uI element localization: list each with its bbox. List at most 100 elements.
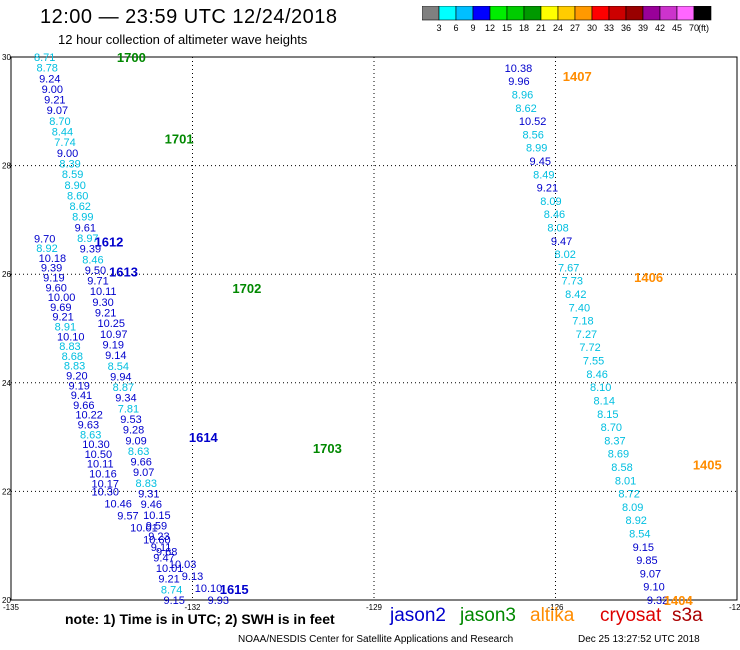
wave-height-value: 8.70 <box>49 116 70 128</box>
wave-height-value: 9.47 <box>551 236 572 248</box>
wave-height-value: 10.15 <box>143 510 171 522</box>
wave-height-value: 9.13 <box>182 571 203 583</box>
wave-height-value: 8.37 <box>604 435 625 447</box>
wave-height-value: 9.15 <box>633 542 654 554</box>
color-scale-label: 12 <box>485 23 495 33</box>
wave-height-value: 8.42 <box>565 289 586 301</box>
wave-height-value: 10.30 <box>91 486 119 498</box>
wave-height-value: 9.07 <box>47 105 68 117</box>
y-tick-label: 30 <box>2 53 11 62</box>
wave-height-value: 8.71 <box>34 52 55 64</box>
wave-height-value: 10.00 <box>48 292 76 304</box>
wave-height-value: 8.97 <box>77 233 98 245</box>
x-tick-label: -123 <box>729 603 740 612</box>
wave-height-value: 10.11 <box>87 459 114 471</box>
wave-height-value: 8.69 <box>608 449 629 461</box>
pass-time-label: 1703 <box>313 441 342 456</box>
wave-height-value: 9.00 <box>57 148 78 160</box>
wave-height-value: 8.56 <box>522 129 543 141</box>
wave-height-value: 8.63 <box>80 429 101 441</box>
wave-height-value: 8.46 <box>586 369 607 381</box>
wave-height-value: 7.67 <box>558 262 579 274</box>
wave-height-value: 9.94 <box>110 371 131 383</box>
wave-height-value: 7.40 <box>569 302 590 314</box>
wave-height-value: 9.32 <box>647 595 668 607</box>
wave-height-value: 9.41 <box>71 390 92 402</box>
wave-height-value: 9.28 <box>123 425 144 437</box>
footer-credit: NOAA/NESDIS Center for Satellite Applica… <box>238 634 514 645</box>
wave-height-value: 8.15 <box>597 409 618 421</box>
wave-height-value: 9.66 <box>130 457 151 469</box>
wave-height-value: 8.83 <box>136 478 157 490</box>
color-scale-label: 15 <box>502 23 512 33</box>
wave-height-value: 10.46 <box>104 498 132 510</box>
wave-height-value: 8.62 <box>515 103 536 115</box>
y-tick-label: 28 <box>2 162 11 171</box>
color-scale-label: 36 <box>621 23 631 33</box>
wave-height-value: 9.09 <box>125 435 146 447</box>
wave-height-value: 8.99 <box>72 212 93 224</box>
wave-height-value: 9.63 <box>78 419 99 431</box>
units-note: note: 1) Time is in UTC; 2) SWH is in fe… <box>65 611 335 627</box>
wave-height-value: 10.11 <box>90 286 117 298</box>
wave-height-value: 8.39 <box>59 158 80 170</box>
wave-height-value: 8.08 <box>547 223 568 235</box>
track-1700: 8.718.789.249.009.219.078.708.447.749.00… <box>34 52 185 607</box>
y-tick-label: 26 <box>2 270 11 279</box>
pass-time-label: 1404 <box>664 593 694 608</box>
wave-height-value: 9.23 <box>148 531 169 543</box>
wave-height-value: 9.93 <box>208 595 229 607</box>
wave-height-value: 9.21 <box>95 308 116 320</box>
wave-height-value: 10.50 <box>85 449 113 461</box>
wave-height-value: 9.11 <box>151 542 172 554</box>
color-scale-label: 9 <box>470 23 475 33</box>
color-scale-label: 30 <box>587 23 597 33</box>
wave-height-value: 9.47 <box>153 552 174 564</box>
wave-height-value: 8.58 <box>611 462 632 474</box>
wave-height-value: 9.19 <box>103 339 124 351</box>
x-tick-label: -132 <box>184 603 201 612</box>
wave-height-value: 9.96 <box>508 76 529 88</box>
wave-height-value: 9.71 <box>87 276 108 288</box>
wave-height-value: 7.18 <box>572 316 593 328</box>
wave-height-value: 9.21 <box>44 95 65 107</box>
wave-height-value: 9.85 <box>636 555 657 567</box>
wave-height-value: 8.09 <box>622 502 643 514</box>
color-scale-label: 24 <box>553 23 563 33</box>
track-1613: 10.3010.469.5710.0110.609.6810.039.1310.… <box>91 486 229 607</box>
wave-height-value: 9.00 <box>42 84 63 96</box>
wave-height-value: 9.45 <box>530 156 551 168</box>
wave-height-value: 8.54 <box>629 528 650 540</box>
wave-height-value: 9.07 <box>133 467 154 479</box>
wave-height-value: 10.30 <box>82 439 110 451</box>
wave-height-value: 8.54 <box>108 361 129 373</box>
chart-subtitle: 12 hour collection of altimeter wave hei… <box>58 32 308 47</box>
legend-jason3: jason3 <box>460 605 516 626</box>
pass-time-label: 1702 <box>232 281 261 296</box>
wave-height-value: 9.61 <box>75 222 96 234</box>
wave-height-value: 7.74 <box>54 137 75 149</box>
chart-title: 12:00 — 23:59 UTC 12/24/2018 <box>40 6 338 28</box>
wave-height-value: 8.74 <box>161 584 182 596</box>
wave-height-value: 10.52 <box>519 116 547 128</box>
wave-height-value: 9.39 <box>80 244 101 256</box>
wave-height-value: 9.68 <box>156 547 177 559</box>
wave-height-value: 9.46 <box>141 499 162 511</box>
wave-height-value: 8.78 <box>37 63 58 75</box>
wave-height-value: 9.24 <box>39 73 60 85</box>
wave-height-value: 9.14 <box>105 350 126 362</box>
color-swatch <box>693 6 712 21</box>
wave-height-value: 7.27 <box>576 329 597 341</box>
color-scale-label: 39 <box>638 23 648 33</box>
wave-height-value: 9.21 <box>537 183 558 195</box>
wave-height-value: 10.22 <box>75 410 103 422</box>
legend-s3a: s3a <box>672 605 703 626</box>
track-1612: 9.708.9210.189.399.199.6010.009.699.218.… <box>34 233 119 490</box>
color-scale-label: 33 <box>604 23 614 33</box>
x-tick-label: -135 <box>3 603 20 612</box>
wave-height-value: 9.69 <box>50 302 71 314</box>
wave-height-value: 9.66 <box>73 400 94 412</box>
wave-height-value: 7.72 <box>579 342 600 354</box>
wave-height-value: 9.20 <box>66 371 87 383</box>
wave-height-value: 10.25 <box>97 318 125 330</box>
